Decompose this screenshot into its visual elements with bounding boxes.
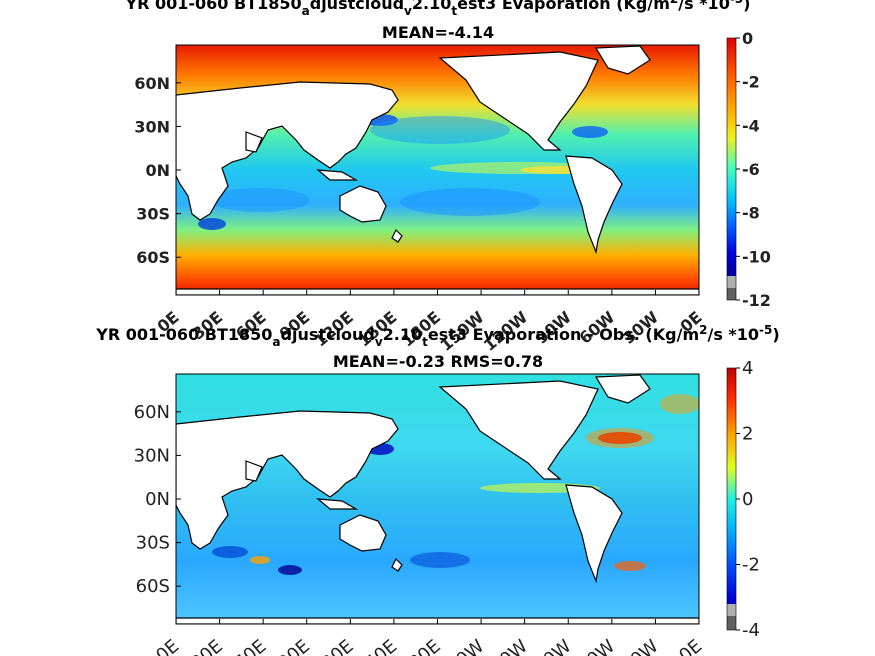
chart1-ytick-label: 30N bbox=[134, 117, 170, 136]
chart2-xtick-label: 0E bbox=[152, 636, 183, 656]
chart1-ytick-label: 60N bbox=[134, 74, 170, 93]
chart2-xtick-label: 150E bbox=[353, 636, 402, 656]
chart1-colorbar-label: -2 bbox=[742, 73, 760, 92]
chart2-map bbox=[176, 374, 699, 624]
chart1-ytick-label: 30S bbox=[136, 205, 170, 224]
chart1-colorbar-label: 0 bbox=[742, 29, 753, 48]
chart2-xtick-label: 30W bbox=[618, 636, 663, 656]
chart2-xtick-label: 90W bbox=[531, 636, 576, 656]
chart1-ytick-label: 0N bbox=[145, 161, 170, 180]
chart1-map bbox=[176, 45, 699, 295]
chart2-colorbar-label: 4 bbox=[742, 358, 753, 379]
chart1-colorbar-label: -12 bbox=[742, 291, 771, 310]
chart2-title: YR 001-060 BT1850adjustcloudv2.10test3 E… bbox=[95, 323, 779, 349]
chart2-xtick-label: 0E bbox=[675, 636, 706, 656]
chart1-colorbar-label: -4 bbox=[742, 116, 760, 135]
chart2-colorbar-label: -4 bbox=[742, 620, 760, 641]
chart2-colorbar bbox=[727, 368, 736, 630]
chart2-xtick-label: 30E bbox=[187, 636, 227, 656]
chart2-ytick-label: 60N bbox=[134, 402, 170, 423]
chart1-title: YR 001-060 BT1850adjustcloudv2.10test3 E… bbox=[125, 0, 751, 18]
chart2-ytick-label: 30N bbox=[134, 445, 170, 466]
chart1-ytick-label: 60S bbox=[136, 248, 170, 267]
chart1-subtitle: MEAN=-4.14 bbox=[382, 23, 494, 42]
chart2-xtick-label: 180E bbox=[396, 636, 445, 656]
chart2-xtick-label: 120E bbox=[309, 636, 358, 656]
chart1-colorbar-label: -10 bbox=[742, 247, 771, 266]
chart2-ytick-label: 30S bbox=[136, 533, 170, 554]
chart1-colorbar-label: -8 bbox=[742, 204, 760, 223]
chart1-colorbar-label: -6 bbox=[742, 160, 760, 179]
chart2-xtick-label: 60E bbox=[231, 636, 271, 656]
chart2-colorbar-label: 2 bbox=[742, 424, 753, 445]
chart1-colorbar bbox=[727, 38, 736, 300]
chart2-ytick-label: 60S bbox=[136, 576, 170, 597]
chart2-colorbar-label: -2 bbox=[742, 555, 760, 576]
chart2-xtick-label: 60W bbox=[574, 636, 619, 656]
chart2-ytick-label: 0N bbox=[145, 489, 170, 510]
chart2-subtitle: MEAN=-0.23 RMS=0.78 bbox=[333, 352, 543, 371]
chart2-colorbar-label: 0 bbox=[742, 489, 753, 510]
chart2-xtick-label: 90E bbox=[274, 636, 314, 656]
